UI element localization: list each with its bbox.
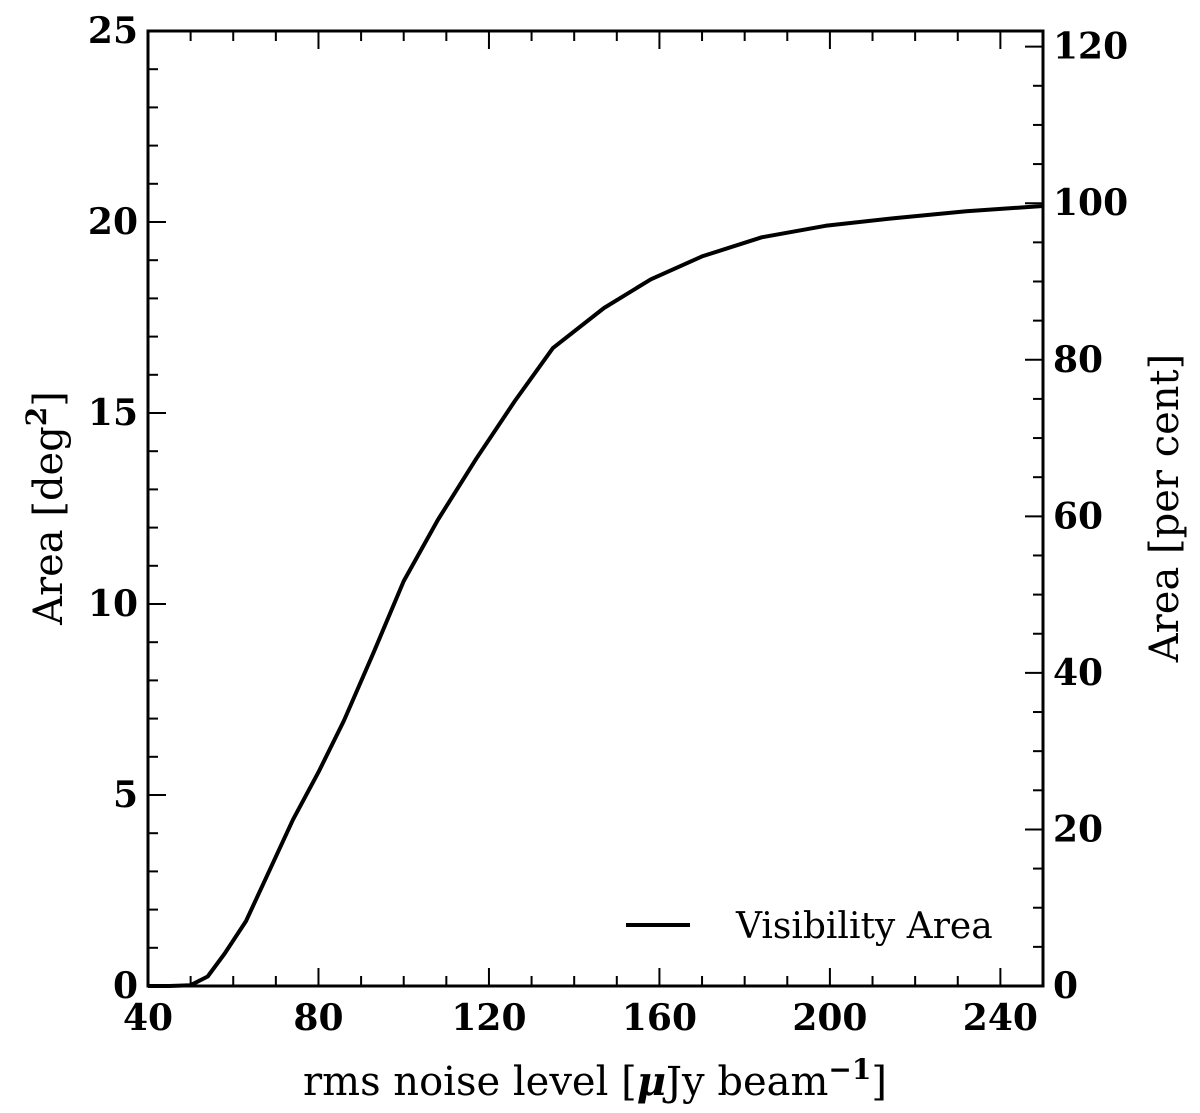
legend: Visibility Area [626, 906, 993, 947]
x-axis-label: rms noise level [μJy beam−1] [303, 1053, 887, 1105]
x-tick-label: 120 [451, 997, 526, 1039]
y-tick-label: 0 [113, 965, 138, 1007]
y-tick-label: 5 [113, 774, 138, 816]
y2-tick-label: 40 [1053, 652, 1103, 694]
y-axis-label-left: Area [deg2] [20, 391, 72, 626]
x-tick-label: 80 [293, 997, 343, 1039]
visibility-area-line [148, 204, 1044, 988]
y2-tick-label: 60 [1053, 495, 1103, 537]
y2-tick-label: 0 [1053, 965, 1078, 1007]
legend-label: Visibility Area [735, 906, 993, 947]
x-tick-label: 240 [963, 997, 1038, 1039]
y-tick-label: 25 [88, 10, 138, 52]
plot-frame [146, 29, 1045, 988]
y2-tick-label: 20 [1053, 808, 1103, 850]
y-tick-label: 10 [88, 583, 138, 625]
y-tick-label: 15 [88, 392, 138, 434]
y2-tick-label: 80 [1053, 339, 1103, 381]
tick-labels: 40 80 120 160 200 240 0 5 10 15 20 25 0 20 40 60 80 100 12… [88, 10, 1128, 1039]
tick-marks [147, 30, 1044, 987]
x-tick-label: 160 [622, 997, 697, 1039]
x-tick-label: 40 [123, 997, 173, 1039]
y-axis-label-right: Area [per cent] [1142, 354, 1188, 663]
y2-tick-label: 120 [1053, 26, 1128, 68]
x-tick-label: 200 [792, 997, 867, 1039]
y2-tick-label: 100 [1053, 182, 1128, 224]
y-tick-label: 20 [88, 201, 138, 243]
